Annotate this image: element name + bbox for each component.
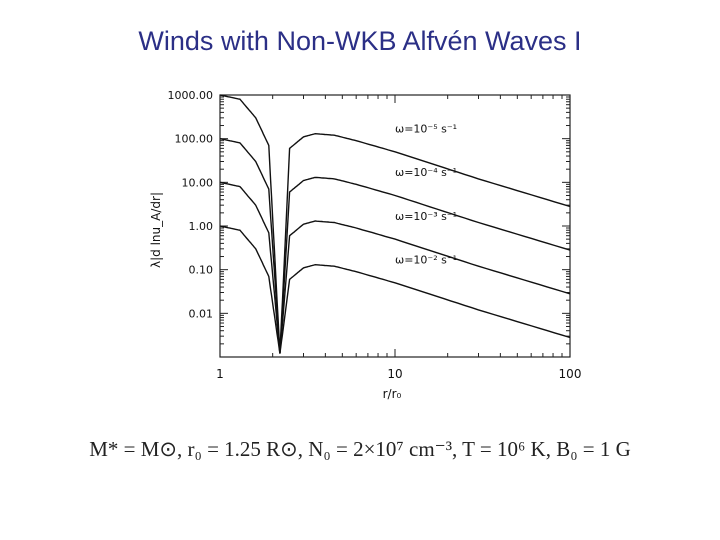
chart: 1 10 100 1000.00 100.00 10.00 1.00 0.10 0.01 ω=1… [149, 89, 582, 401]
series-annotation: ω=10⁻⁵ s⁻¹ [395, 122, 457, 135]
y-tick-label: 1000.00 [168, 89, 214, 102]
y-tick-label: 1.00 [189, 220, 214, 233]
slide-title: Winds with Non-WKB Alfvén Waves I [138, 26, 582, 56]
series-line-1 [219, 94, 571, 354]
y-tick-label: 0.01 [189, 307, 214, 320]
x-tick-label: 1 [216, 367, 224, 381]
x-axis-label: r/r₀ [383, 387, 402, 401]
series-annotation: ω=10⁻³ s⁻¹ [395, 210, 457, 223]
parameters-caption: M* = M⊙, r₀ = 1.25 R⊙, N₀ = 2×10⁷ cm⁻³, … [89, 437, 631, 461]
y-axis-label: λ|d lnu_A/dr| [149, 192, 163, 268]
series-annotation: ω=10⁻² s⁻¹ [395, 253, 457, 266]
series-line-4 [219, 225, 571, 354]
x-tick-label: 100 [559, 367, 582, 381]
series-line-3 [219, 181, 571, 354]
series-line-2 [219, 138, 571, 354]
y-tick-label: 0.10 [189, 264, 214, 277]
y-tick-label: 10.00 [182, 176, 214, 189]
y-tick-label: 100.00 [175, 133, 214, 146]
x-tick-label: 10 [387, 367, 402, 381]
series-annotation: ω=10⁻⁴ s⁻¹ [395, 166, 457, 179]
